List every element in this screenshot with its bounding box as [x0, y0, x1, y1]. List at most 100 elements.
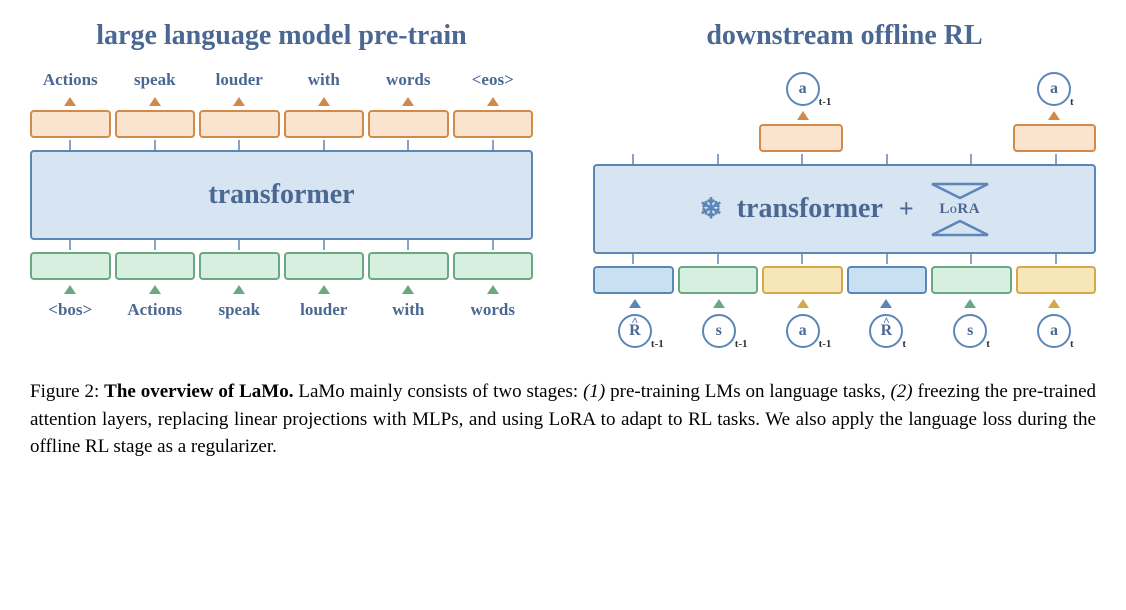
- connector-tick: [886, 154, 888, 164]
- caption-body: LaMo mainly consists of two stages:: [298, 381, 583, 402]
- right-in-arrows: [593, 296, 1096, 310]
- left-output-words: Actions speak louder with words <eos>: [30, 70, 533, 90]
- up-arrow-icon: [318, 97, 330, 106]
- figure-caption: Figure 2: The overview of LaMo. LaMo mai…: [30, 378, 1096, 461]
- right-top-ticks: [593, 154, 1096, 164]
- node-subscript: t: [902, 338, 906, 350]
- input-token: [199, 252, 280, 280]
- up-arrow-icon: [713, 299, 725, 308]
- input-token: [115, 252, 196, 280]
- up-arrow-icon: [1048, 299, 1060, 308]
- connector-tick: [238, 140, 240, 150]
- node-subscript: t: [986, 338, 990, 350]
- connector-tick: [801, 254, 803, 264]
- connector-tick: [970, 254, 972, 264]
- lora-label: LoRA: [939, 201, 980, 218]
- connector-tick: [717, 154, 719, 164]
- input-token: [762, 266, 843, 294]
- caption-stage2: (2): [890, 381, 912, 402]
- up-arrow-icon: [797, 299, 809, 308]
- right-panel: downstream offline RL a t-1 a t: [593, 20, 1096, 348]
- right-output-tokens: [593, 124, 1096, 152]
- connector-tick: [1055, 154, 1057, 164]
- connector-tick: [407, 140, 409, 150]
- plus-sign: +: [899, 194, 914, 224]
- state-node: st-1: [702, 314, 736, 348]
- input-token: [593, 266, 674, 294]
- input-token: [931, 266, 1012, 294]
- input-word: Actions: [115, 300, 196, 320]
- caption-fignum: Figure 2:: [30, 381, 99, 402]
- input-token: [678, 266, 759, 294]
- input-word: words: [453, 300, 534, 320]
- up-arrow-icon: [487, 97, 499, 106]
- output-token: [30, 110, 111, 138]
- up-arrow-icon: [402, 285, 414, 294]
- up-arrow-icon: [964, 299, 976, 308]
- left-title: large language model pre-train: [96, 20, 466, 52]
- input-token: [30, 252, 111, 280]
- right-transformer-box: ❄ transformer + LoRA: [593, 164, 1096, 254]
- left-panel: large language model pre-train Actions s…: [30, 20, 533, 348]
- connector-tick: [1055, 254, 1057, 264]
- connector-tick: [154, 140, 156, 150]
- left-input-tokens: [30, 252, 533, 280]
- right-out-arrows: [593, 108, 1096, 122]
- right-input-tokens: [593, 266, 1096, 294]
- node-subscript: t-1: [651, 338, 664, 350]
- connector-tick: [970, 154, 972, 164]
- left-out-arrows: [30, 94, 533, 108]
- left-output-tokens: [30, 110, 533, 138]
- connector-tick: [492, 140, 494, 150]
- up-arrow-icon: [64, 285, 76, 294]
- up-arrow-icon: [149, 285, 161, 294]
- caption-title: The overview of LaMo.: [104, 381, 293, 402]
- node-subscript: t-1: [819, 96, 832, 108]
- output-token: [368, 110, 449, 138]
- connector-tick: [492, 240, 494, 250]
- lora-triangle-up-icon: [930, 219, 990, 237]
- action-node: at: [1037, 314, 1071, 348]
- node-label: s: [716, 322, 722, 340]
- lora-triangle-down-icon: [930, 182, 990, 200]
- output-word: louder: [199, 70, 280, 90]
- node-label: a: [1050, 80, 1058, 98]
- node-label: a: [1050, 322, 1058, 340]
- input-token: [453, 252, 534, 280]
- node-label: R: [881, 322, 893, 340]
- up-arrow-icon: [797, 111, 809, 120]
- action-node: a t: [1037, 72, 1071, 106]
- input-word: with: [368, 300, 449, 320]
- lora-block: LoRA: [930, 182, 990, 237]
- up-arrow-icon: [318, 285, 330, 294]
- up-arrow-icon: [233, 285, 245, 294]
- caption-stage1: (1): [583, 381, 605, 402]
- up-arrow-icon: [402, 97, 414, 106]
- left-in-arrows: [30, 282, 533, 296]
- caption-body: pre-training LMs on language tasks,: [610, 381, 890, 402]
- up-arrow-icon: [1048, 111, 1060, 120]
- return-node: Rt: [869, 314, 903, 348]
- connector-tick: [632, 254, 634, 264]
- output-token: [1013, 124, 1096, 152]
- left-top-ticks: [30, 140, 533, 150]
- connector-tick: [717, 254, 719, 264]
- connector-tick: [323, 240, 325, 250]
- up-arrow-icon: [880, 299, 892, 308]
- right-output-nodes: a t-1 a t: [593, 70, 1096, 106]
- node-label: a: [799, 322, 807, 340]
- transformer-label: transformer: [208, 179, 354, 211]
- up-arrow-icon: [149, 97, 161, 106]
- output-token: [453, 110, 534, 138]
- diagram-row: large language model pre-train Actions s…: [30, 20, 1096, 348]
- input-token: [368, 252, 449, 280]
- connector-tick: [407, 240, 409, 250]
- right-input-nodes: Rt-1 st-1 at-1 Rt st at: [593, 314, 1096, 348]
- input-token: [847, 266, 928, 294]
- output-word: with: [284, 70, 365, 90]
- action-node: at-1: [786, 314, 820, 348]
- connector-tick: [154, 240, 156, 250]
- connector-tick: [323, 140, 325, 150]
- connector-tick: [238, 240, 240, 250]
- output-token: [199, 110, 280, 138]
